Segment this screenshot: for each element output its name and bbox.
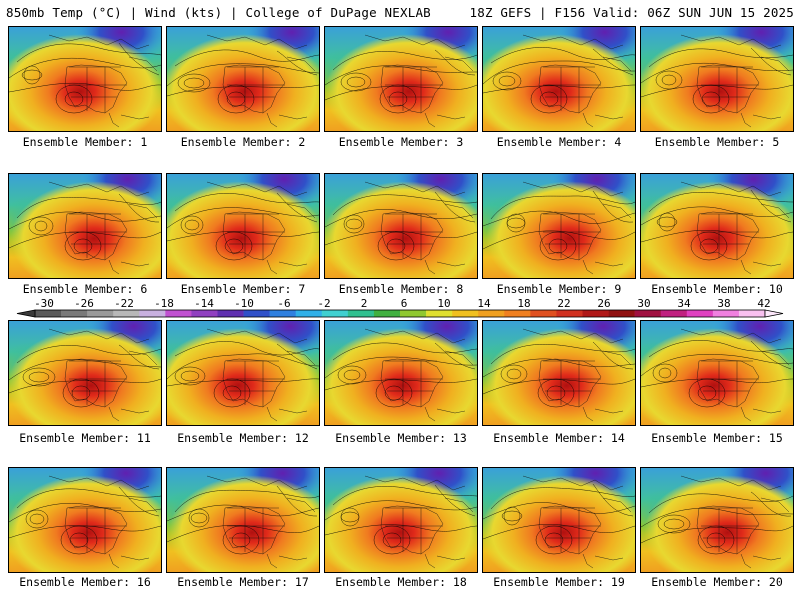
colorbar-swatch <box>191 310 218 317</box>
ensemble-map-panel <box>166 173 320 279</box>
ensemble-member-label: Ensemble Member: 13 <box>335 431 467 445</box>
map-title: 850mb Temp (°C) | Wind (kts) | College o… <box>6 5 431 20</box>
colorbar-tick-label: -22 <box>114 297 134 310</box>
colorbar-min-arrow <box>16 309 36 318</box>
colorbar-swatch <box>478 310 505 317</box>
colorbar-swatch <box>373 310 401 317</box>
colorbar-swatch <box>686 310 714 317</box>
colorbar-tick-label: 26 <box>597 297 611 310</box>
ensemble-member-label: Ensemble Member: 18 <box>335 575 467 589</box>
colorbar-swatch <box>738 310 766 317</box>
colorbar-tick-label: 14 <box>477 297 491 310</box>
colorbar-swatch <box>634 310 662 317</box>
colorbar-tick-label: 30 <box>637 297 651 310</box>
ensemble-member-label: Ensemble Member: 11 <box>19 431 151 445</box>
colorbar-swatch <box>295 310 323 317</box>
colorbar-tick-label: -6 <box>277 297 291 310</box>
ensemble-member-label: Ensemble Member: 2 <box>180 135 306 149</box>
colorbar-swatch <box>217 310 244 317</box>
ensemble-map-panel <box>640 467 794 573</box>
ensemble-member-label: Ensemble Member: 3 <box>338 135 464 149</box>
colorbar-tick-label: 18 <box>517 297 531 310</box>
colorbar-tick-label: 2 <box>360 297 368 310</box>
colorbar-tick-label: 10 <box>437 297 451 310</box>
colorbar-swatch <box>608 310 635 317</box>
ensemble-map-panel <box>640 173 794 279</box>
ensemble-map-panel <box>8 467 162 573</box>
ensemble-member-label: Ensemble Member: 1 <box>22 135 148 149</box>
colorbar-tick-label: -10 <box>234 297 254 310</box>
ensemble-map-panel <box>8 173 162 279</box>
ensemble-map-panel <box>324 467 478 573</box>
colorbar-swatch <box>113 310 140 317</box>
colorbar-swatch <box>269 310 297 317</box>
run-valid-time: 18Z GEFS | F156 Valid: 06Z SUN JUN 15 20… <box>469 5 794 20</box>
colorbar-swatch <box>139 310 166 317</box>
colorbar-swatch <box>165 310 192 317</box>
ensemble-member-label: Ensemble Member: 9 <box>496 282 622 296</box>
colorbar-tick-label: -26 <box>74 297 94 310</box>
ensemble-member-label: Ensemble Member: 15 <box>651 431 783 445</box>
ensemble-member-label: Ensemble Member: 7 <box>180 282 306 296</box>
colorbar-swatch <box>347 310 375 317</box>
ensemble-member-label: Ensemble Member: 20 <box>651 575 783 589</box>
colorbar-swatch <box>660 310 688 317</box>
colorbar-tick-label: 42 <box>757 297 771 310</box>
ensemble-member-label: Ensemble Member: 8 <box>338 282 464 296</box>
colorbar-tick-label: -30 <box>34 297 54 310</box>
ensemble-member-label: Ensemble Member: 12 <box>177 431 309 445</box>
colorbar-swatch <box>35 310 62 317</box>
colorbar-swatch <box>504 310 531 317</box>
colorbar-swatch <box>530 310 557 317</box>
ensemble-member-label: Ensemble Member: 16 <box>19 575 151 589</box>
ensemble-member-label: Ensemble Member: 6 <box>22 282 148 296</box>
colorbar-max-arrow <box>764 309 784 318</box>
ensemble-map-panel <box>482 320 636 426</box>
ensemble-member-label: Ensemble Member: 19 <box>493 575 625 589</box>
ensemble-map-panel <box>482 26 636 132</box>
ensemble-map-panel <box>640 26 794 132</box>
colorbar-tick-label: -14 <box>194 297 214 310</box>
colorbar-swatch <box>556 310 583 317</box>
ensemble-member-label: Ensemble Member: 14 <box>493 431 625 445</box>
ensemble-map-panel <box>482 173 636 279</box>
ensemble-map-panel <box>166 26 320 132</box>
colorbar-swatch <box>712 310 740 317</box>
ensemble-map-panel <box>324 173 478 279</box>
colorbar-swatch <box>243 310 270 317</box>
colorbar-swatch <box>400 310 427 317</box>
colorbar-tick-label: -18 <box>154 297 174 310</box>
colorbar-swatch <box>61 310 88 317</box>
colorbar-swatch <box>426 310 453 317</box>
ensemble-map-panel <box>482 467 636 573</box>
ensemble-member-label: Ensemble Member: 10 <box>651 282 783 296</box>
ensemble-map-panel <box>8 320 162 426</box>
colorbar-swatch <box>87 310 114 317</box>
temperature-colorbar <box>16 309 784 318</box>
ensemble-member-label: Ensemble Member: 5 <box>654 135 780 149</box>
colorbar-tick-label: -2 <box>317 297 331 310</box>
ensemble-map-panel <box>166 320 320 426</box>
colorbar-tick-label: 38 <box>717 297 731 310</box>
colorbar-swatch <box>452 310 479 317</box>
colorbar-tick-label: 6 <box>400 297 408 310</box>
ensemble-map-panel <box>324 26 478 132</box>
colorbar-tick-label: 22 <box>557 297 571 310</box>
colorbar-tick-label: 34 <box>677 297 691 310</box>
ensemble-map-panel <box>640 320 794 426</box>
ensemble-member-label: Ensemble Member: 4 <box>496 135 622 149</box>
ensemble-map-panel <box>166 467 320 573</box>
colorbar-swatch <box>321 310 349 317</box>
ensemble-map-panel <box>324 320 478 426</box>
colorbar-swatch <box>582 310 609 317</box>
ensemble-map-panel <box>8 26 162 132</box>
ensemble-member-label: Ensemble Member: 17 <box>177 575 309 589</box>
